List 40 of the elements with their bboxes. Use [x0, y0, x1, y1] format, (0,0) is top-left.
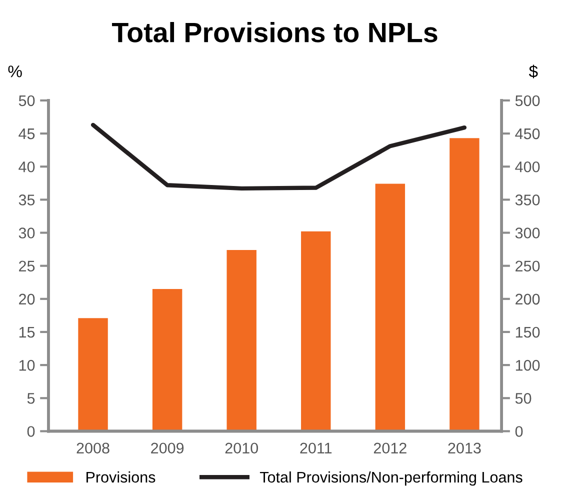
- legend-label: Provisions: [86, 471, 156, 483]
- bar: [301, 231, 331, 432]
- y2-tick-label: 450: [515, 128, 540, 140]
- y-tick-label: 30: [18, 228, 35, 238]
- y-tick-label: 35: [18, 194, 35, 206]
- bar: [78, 318, 108, 432]
- y2-tick-label: 250: [516, 260, 540, 272]
- y-tick-label: 10: [19, 360, 35, 371]
- x-tick-label: 2011: [300, 442, 332, 454]
- y-tick-label: 45: [18, 128, 35, 140]
- x-tick-label: 2013: [448, 442, 481, 454]
- legend-label: Total Provisions/Non-performing Loans: [260, 471, 522, 486]
- y2-tick-label: 200: [516, 294, 540, 305]
- y-tick-label: 0: [27, 426, 35, 437]
- y2-tick-label: 0: [515, 426, 523, 437]
- x-tick-label: 2009: [151, 442, 184, 454]
- y-tick-label: 40: [18, 161, 35, 172]
- y-tick-label: 20: [19, 294, 35, 305]
- y-tick-label: 25: [19, 260, 35, 272]
- x-tick-label: 2010: [225, 442, 258, 454]
- line-series: [90, 122, 467, 191]
- x-tick-label: 2012: [374, 442, 406, 454]
- y2-tick-label: 300: [515, 228, 540, 238]
- y2-tick-label: 500: [515, 95, 540, 106]
- bar: [152, 288, 182, 432]
- y2-tick-label: 50: [515, 392, 532, 404]
- y-tick-label: 50: [18, 95, 35, 106]
- x-tick-label: 2008: [76, 442, 110, 454]
- y-axis-title: %: [8, 66, 22, 78]
- y2-axis-title: $: [528, 64, 538, 78]
- chart-title: Total Provisions to NPLs: [112, 22, 438, 42]
- y2-tick-label: 150: [516, 326, 540, 338]
- bar: [226, 250, 256, 432]
- y-tick-label: 15: [19, 327, 35, 338]
- bar: [375, 184, 406, 432]
- y2-tick-label: 100: [516, 360, 540, 371]
- y-tick-label: 5: [27, 393, 35, 404]
- bar: [450, 138, 480, 432]
- y2-tick-label: 350: [515, 194, 540, 206]
- y2-tick-label: 400: [515, 161, 540, 172]
